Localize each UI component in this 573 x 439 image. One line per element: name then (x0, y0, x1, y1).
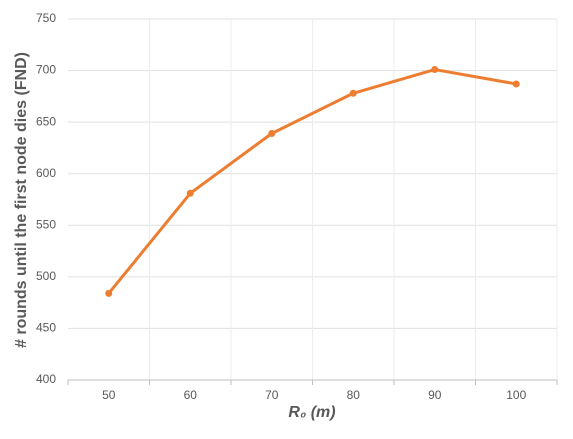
point (105, 289, 113, 297)
x-tick-label: 60 (184, 388, 198, 402)
y-tick-label: 700 (36, 63, 56, 77)
point (186, 189, 194, 197)
x-tick-label: 70 (265, 388, 279, 402)
line (107, 68, 517, 295)
point (349, 89, 357, 97)
y-tick-label: 750 (36, 11, 56, 25)
y-tick-label: 600 (36, 166, 56, 180)
y-tick-label: 500 (36, 269, 56, 283)
x-tick-label: 100 (506, 388, 526, 402)
y-tick-label: 400 (36, 372, 56, 386)
y-axis-title: # rounds until the first node dies (FND) (13, 52, 30, 348)
point (512, 80, 520, 88)
point (431, 66, 439, 74)
x-tick-label: 50 (102, 388, 116, 402)
y-tick-label: 450 (36, 321, 56, 335)
point (268, 129, 276, 137)
x-tick-label: 90 (428, 388, 442, 402)
y-tick-label: 650 (36, 114, 56, 128)
y-tick-label: 550 (36, 217, 56, 231)
x-axis-title: R₀ (m) (288, 404, 335, 421)
x-tick-label: 80 (347, 388, 361, 402)
